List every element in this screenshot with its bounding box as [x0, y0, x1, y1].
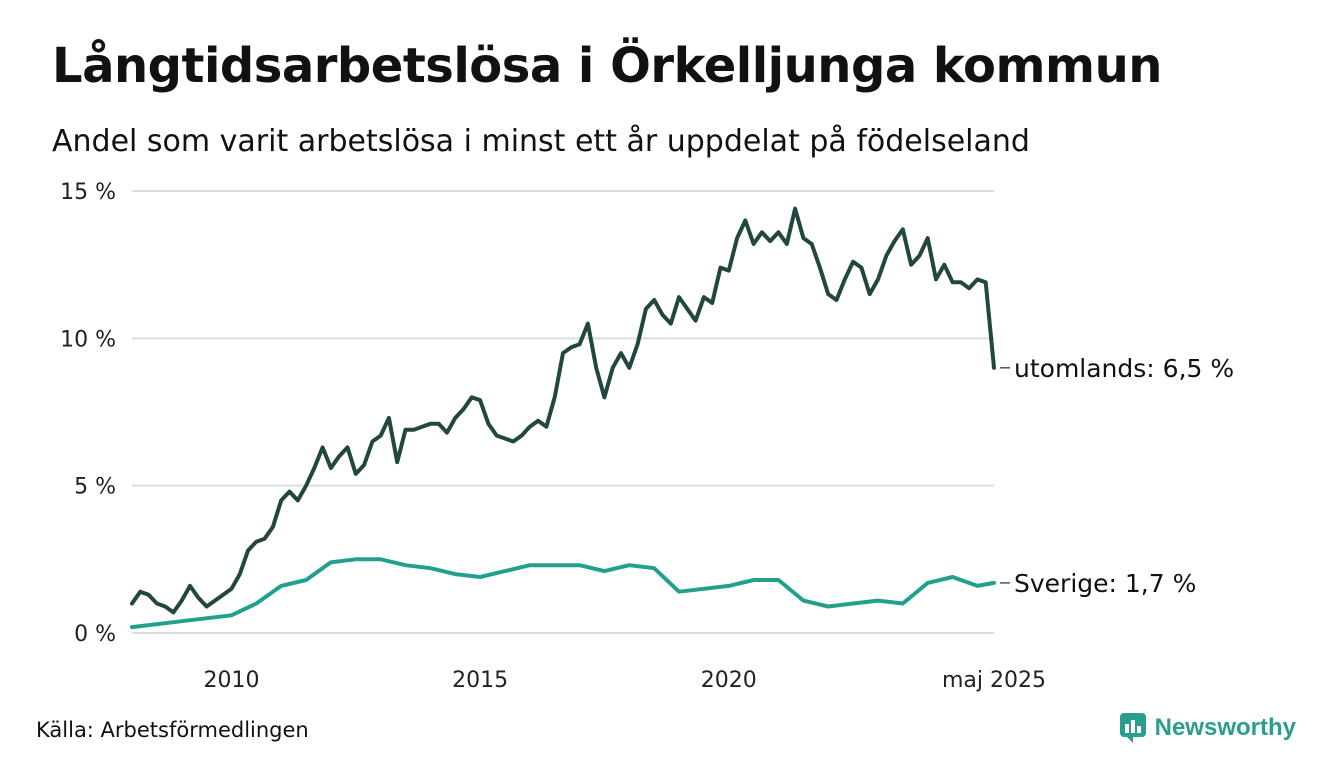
- series-label-sverige: Sverige: 1,7 %: [1014, 569, 1196, 598]
- newsworthy-logo[interactable]: Newsworthy: [1119, 712, 1296, 744]
- y-tick-label: 10 %: [60, 327, 116, 352]
- x-tick-label: 2015: [452, 668, 508, 693]
- series-line-utomlands: [130, 206, 996, 615]
- y-tick-label: 0 %: [74, 622, 116, 647]
- series-layer: [130, 206, 996, 630]
- newsworthy-logo-icon: [1119, 713, 1146, 743]
- page-title: Långtidsarbetslösa i Örkelljunga kommun: [52, 38, 1162, 94]
- source-note: Källa: Arbetsförmedlingen: [36, 718, 309, 742]
- x-tick-label: 2020: [701, 668, 757, 693]
- newsworthy-logo-text: Newsworthy: [1154, 714, 1296, 741]
- series-labels: utomlands: 6,5 % Sverige: 1,7 %: [1000, 354, 1234, 598]
- x-tick-label: 2010: [203, 668, 259, 693]
- x-axis: 2010 2015 2020 maj 2025: [203, 668, 1046, 693]
- y-tick-label: 15 %: [60, 180, 116, 205]
- series-line-sverige: [130, 557, 996, 630]
- gridlines: [132, 190, 994, 634]
- x-tick-label: maj 2025: [942, 668, 1046, 693]
- line-chart: 0 % 5 % 10 % 15 % 2010 2015 2020 maj 2025 utom…: [60, 180, 1234, 693]
- y-axis: 0 % 5 % 10 % 15 %: [60, 180, 116, 647]
- y-tick-label: 5 %: [74, 475, 116, 500]
- page-subtitle: Andel som varit arbetslösa i minst ett å…: [52, 124, 1030, 159]
- series-label-utomlands: utomlands: 6,5 %: [1014, 354, 1234, 383]
